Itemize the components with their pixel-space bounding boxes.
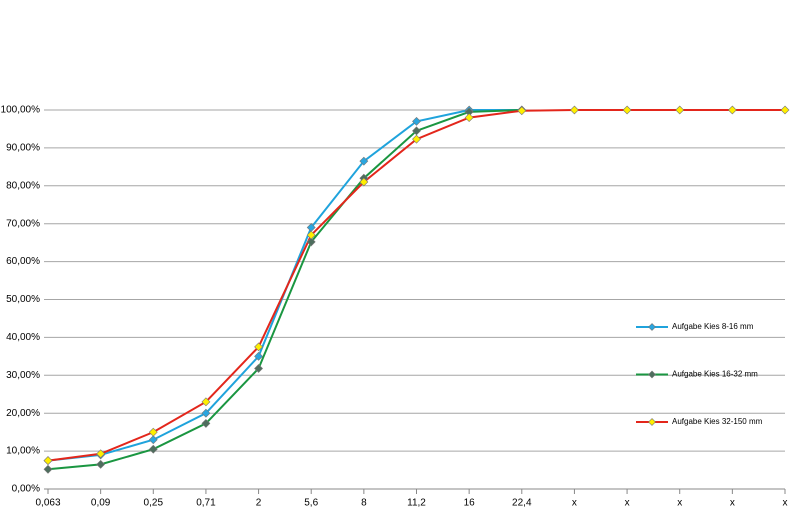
y-tick-label: 100,00% — [1, 105, 41, 116]
x-tick-label: 2 — [256, 498, 262, 509]
series-line — [47, 109, 785, 462]
x-tick-label: 5,6 — [304, 498, 318, 509]
x-tick-label: 0,063 — [35, 498, 60, 509]
legend-marker — [648, 370, 656, 379]
y-tick-label: 60,00% — [6, 256, 40, 267]
marker — [148, 427, 158, 437]
marker — [570, 105, 579, 115]
marker — [727, 105, 737, 115]
x-tick-label: 16 — [464, 498, 476, 509]
y-tick-label: 50,00% — [6, 294, 40, 305]
x-tick-label: x — [783, 498, 788, 509]
legend-label: Aufgabe Kies 32-150 mm — [672, 417, 763, 426]
legend-label: Aufgabe Kies 16-32 mm — [672, 370, 758, 379]
legend-marker — [648, 323, 656, 331]
marker — [359, 177, 369, 187]
y-tick-label: 90,00% — [6, 143, 40, 154]
x-tick-label: 0,71 — [196, 498, 216, 509]
marker — [359, 156, 369, 166]
marker — [148, 444, 158, 454]
marker — [96, 449, 106, 459]
marker — [306, 230, 316, 240]
legend-marker — [648, 418, 656, 426]
marker — [201, 408, 211, 418]
marker — [254, 342, 263, 352]
x-tick-label: 0,09 — [91, 498, 111, 509]
legend-label: Aufgabe Kies 8-16 mm — [672, 322, 754, 331]
y-tick-label: 40,00% — [6, 332, 40, 343]
marker — [254, 351, 263, 361]
marker — [43, 456, 53, 465]
x-tick-label: 8 — [361, 498, 367, 509]
marker — [43, 464, 53, 474]
x-tick-label: x — [625, 498, 630, 509]
y-tick-label: 10,00% — [6, 446, 40, 457]
marker — [780, 105, 790, 115]
y-tick-label: 80,00% — [6, 180, 40, 191]
marker — [148, 435, 158, 445]
marker — [201, 419, 211, 428]
x-tick-label: x — [677, 498, 682, 509]
marker — [464, 113, 474, 123]
marker — [675, 105, 685, 115]
x-tick-label: x — [730, 498, 735, 509]
x-tick-label: 22,4 — [512, 498, 532, 509]
marker — [201, 397, 211, 407]
y-tick-label: 70,00% — [6, 218, 40, 229]
marker — [622, 105, 632, 115]
series-line — [47, 109, 522, 471]
marker — [517, 106, 527, 116]
x-tick-label: 0,25 — [144, 498, 164, 509]
y-tick-label: 30,00% — [6, 370, 40, 381]
series-line — [47, 109, 522, 462]
marker — [306, 237, 316, 247]
marker — [254, 364, 263, 373]
x-tick-label: x — [572, 498, 577, 509]
y-tick-label: 20,00% — [6, 408, 40, 419]
marker — [412, 134, 421, 144]
marker — [96, 459, 106, 469]
marker — [412, 116, 421, 126]
x-tick-label: 11,2 — [407, 498, 426, 509]
y-tick-label: 0,00% — [12, 484, 40, 495]
